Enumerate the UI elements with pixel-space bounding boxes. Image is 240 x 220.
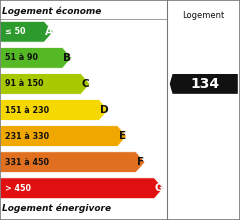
Text: 51 à 90: 51 à 90 xyxy=(5,53,38,62)
Text: D: D xyxy=(100,105,108,115)
Text: C: C xyxy=(82,79,89,89)
Polygon shape xyxy=(0,73,90,94)
Polygon shape xyxy=(0,126,127,147)
Text: 91 à 150: 91 à 150 xyxy=(5,79,43,88)
Text: F: F xyxy=(137,157,144,167)
Text: Logement énergivore: Logement énergivore xyxy=(2,204,111,213)
Polygon shape xyxy=(0,100,108,120)
Polygon shape xyxy=(0,47,72,68)
Text: A: A xyxy=(45,27,53,37)
Text: E: E xyxy=(119,131,126,141)
Text: 331 à 450: 331 à 450 xyxy=(5,158,49,167)
Polygon shape xyxy=(0,152,145,173)
Text: Logement économe: Logement économe xyxy=(2,7,101,16)
Text: 151 à 230: 151 à 230 xyxy=(5,106,49,114)
Text: Logement: Logement xyxy=(182,11,225,20)
Text: 231 à 330: 231 à 330 xyxy=(5,132,49,141)
Polygon shape xyxy=(170,74,238,94)
Text: G: G xyxy=(155,183,163,193)
Polygon shape xyxy=(0,178,163,199)
Text: B: B xyxy=(63,53,71,63)
Text: 134: 134 xyxy=(191,77,220,91)
Polygon shape xyxy=(0,21,53,42)
Text: ≤ 50: ≤ 50 xyxy=(5,27,25,36)
Text: > 450: > 450 xyxy=(5,184,31,193)
